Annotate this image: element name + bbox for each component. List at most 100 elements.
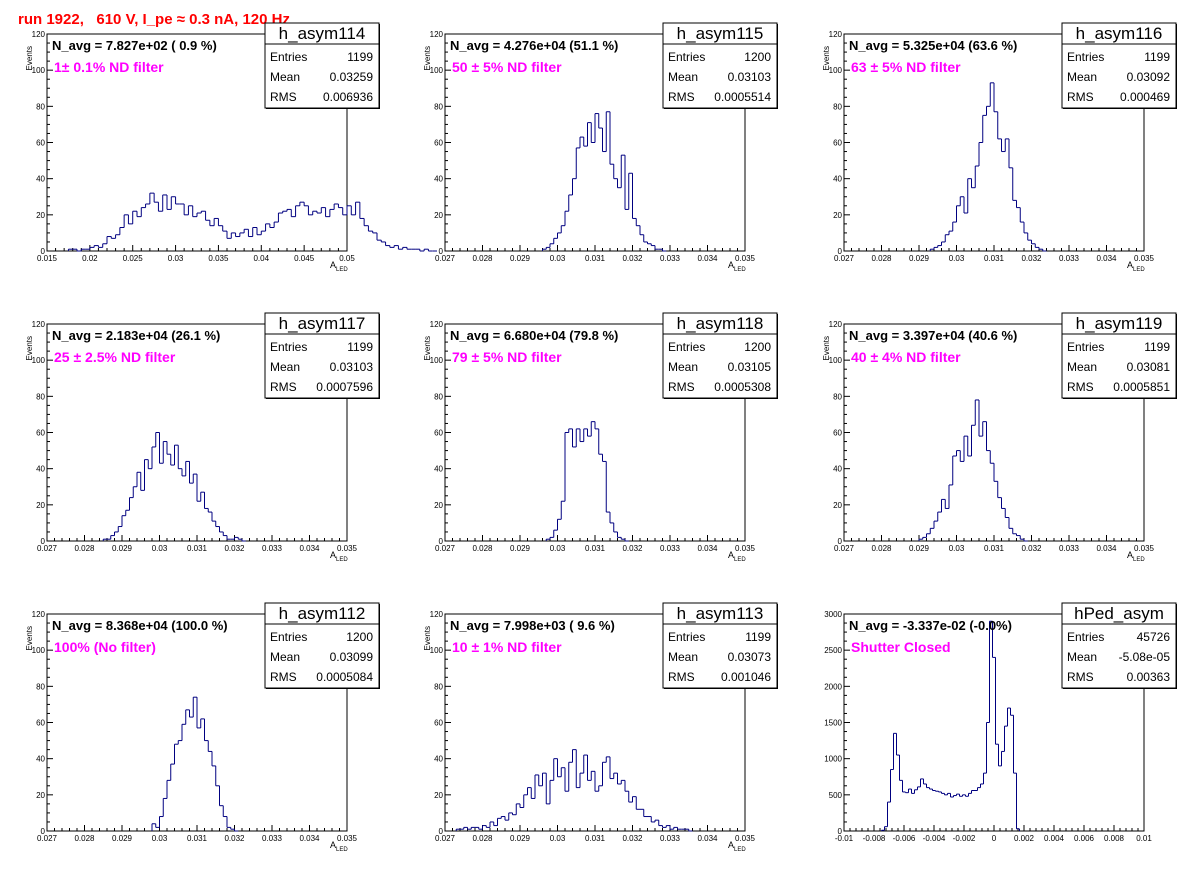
x-tick-label: 0.033 — [660, 254, 681, 263]
x-tick-label: 0.02 — [82, 254, 98, 263]
x-tick-label: 0.006 — [1074, 834, 1095, 843]
x-tick-label: 0.028 — [74, 834, 95, 843]
stats-key: Mean — [1067, 360, 1097, 374]
y-axis-label: Events — [822, 336, 831, 360]
stats-box: h_asym117 Entries 1199 Mean 0.03103 RMS 0.0007… — [264, 312, 380, 399]
stats-value: 0.03103 — [330, 360, 374, 374]
x-tick-label: 0.028 — [74, 544, 95, 553]
stats-value: 1199 — [347, 50, 373, 64]
stats-key: Entries — [1067, 50, 1104, 64]
stats-key: Entries — [668, 630, 705, 644]
filter-label: 79 ± 5% ND filter — [452, 349, 562, 365]
x-tick-label: 0.033 — [660, 834, 681, 843]
stats-key: Mean — [270, 360, 300, 374]
y-tick-label: 20 — [434, 501, 443, 510]
x-tick-label: 0.027 — [834, 544, 855, 553]
y-tick-label: 40 — [434, 175, 443, 184]
y-tick-label: 120 — [430, 320, 444, 329]
y-tick-label: 60 — [36, 719, 45, 728]
stats-value: 0.03103 — [728, 70, 772, 84]
histogram-panel-hPed_asym: -0.01 -0.008 -0.006 -0.004 -0.002 0 0.002 0.004… — [797, 580, 1195, 870]
stats-value: 0.000469 — [1120, 90, 1170, 104]
y-tick-label: 100 — [32, 646, 46, 655]
filter-label: 63 ± 5% ND filter — [851, 59, 961, 75]
stats-key: Mean — [270, 70, 300, 84]
stats-key: Entries — [1067, 340, 1104, 354]
navg-label: N_avg = 8.368e+04 (100.0 %) — [52, 618, 228, 633]
stats-value: 1199 — [1144, 50, 1170, 64]
stats-key: Entries — [270, 630, 307, 644]
x-tick-label: 0.035 — [208, 254, 229, 263]
histogram-panel-h_asym115: 0.027 0.028 0.029 0.03 0.031 0.032 0.033 0.034 0… — [398, 0, 796, 290]
x-tick-label: 0.031 — [187, 544, 208, 553]
x-tick-label: 0.029 — [510, 834, 531, 843]
y-tick-label: 80 — [36, 682, 45, 691]
stats-value: 0.0005308 — [714, 380, 771, 394]
y-tick-label: 60 — [434, 429, 443, 438]
stats-box: h_asym119 Entries 1199 Mean 0.03081 RMS 0.0005… — [1061, 312, 1177, 399]
x-tick-label: 0.035 — [735, 834, 756, 843]
y-tick-label: 100 — [32, 66, 46, 75]
x-tick-label: 0.027 — [435, 834, 456, 843]
x-tick-label: 0.01 — [1136, 834, 1152, 843]
stats-value: 1200 — [744, 50, 771, 64]
histogram-panel-h_asym116: 0.027 0.028 0.029 0.03 0.031 0.032 0.033 0.034 0… — [797, 0, 1195, 290]
x-tick-label: 0.032 — [224, 544, 245, 553]
x-tick-label: 0.029 — [909, 544, 930, 553]
histogram-series — [881, 620, 1020, 831]
y-tick-label: 2500 — [824, 646, 842, 655]
y-axis-label: Events — [423, 336, 432, 360]
stats-box: h_asym115 Entries 1200 Mean 0.03103 RMS 0.0005… — [662, 22, 778, 109]
histogram-panel-h_asym114: 0.015 0.02 0.025 0.03 0.035 0.04 0.045 0.05 0 20 4… — [0, 0, 437, 290]
navg-label: N_avg = 2.183e+04 (26.1 %) — [52, 328, 220, 343]
x-tick-label: 0.027 — [37, 544, 58, 553]
x-axis-label: ALED — [728, 550, 746, 563]
stats-key: RMS — [668, 670, 695, 684]
navg-label: N_avg = 3.397e+04 (40.6 %) — [849, 328, 1017, 343]
filter-label: Shutter Closed — [851, 639, 951, 655]
y-tick-label: 1000 — [824, 755, 842, 764]
y-tick-label: 0 — [838, 537, 843, 546]
x-tick-label: 0.03 — [550, 834, 566, 843]
x-tick-label: 0.028 — [472, 254, 493, 263]
x-tick-label: -0.006 — [893, 834, 916, 843]
stats-title: h_asym118 — [677, 314, 764, 333]
histogram-series — [151, 696, 239, 832]
stats-title: h_asym116 — [1076, 24, 1163, 43]
x-tick-label: 0.03 — [949, 254, 965, 263]
stats-key: RMS — [270, 670, 297, 684]
y-tick-label: 0 — [41, 247, 46, 256]
stats-value: 0.0007596 — [316, 380, 373, 394]
y-tick-label: 40 — [36, 465, 45, 474]
y-tick-label: 100 — [430, 66, 444, 75]
y-tick-label: 120 — [430, 610, 444, 619]
stats-value: 0.006936 — [323, 90, 373, 104]
stats-box: h_asym112 Entries 1200 Mean 0.03099 RMS 0.0005… — [264, 602, 380, 689]
histogram-panel-h_asym118: 0.027 0.028 0.029 0.03 0.031 0.032 0.033 0.034 0… — [398, 290, 796, 580]
x-tick-label: 0.029 — [112, 834, 133, 843]
x-axis-label: ALED — [330, 840, 348, 853]
stats-value: 1200 — [346, 630, 373, 644]
stats-value: 1199 — [1144, 340, 1170, 354]
histogram-svg-h_asym113: 0.027 0.028 0.029 0.03 0.031 0.032 0.033 0.034 0… — [423, 602, 778, 853]
stats-key: Entries — [668, 50, 705, 64]
histogram-panel-h_asym117: 0.027 0.028 0.029 0.03 0.031 0.032 0.033 0.034 0… — [0, 290, 398, 580]
x-tick-label: 0.032 — [1021, 544, 1042, 553]
stats-title: h_asym114 — [279, 24, 366, 43]
y-tick-label: 60 — [434, 139, 443, 148]
histogram-series — [455, 749, 693, 832]
x-tick-label: 0.035 — [735, 544, 756, 553]
y-tick-label: 0 — [41, 537, 46, 546]
filter-label: 25 ± 2.5% ND filter — [54, 349, 176, 365]
histogram-series — [67, 192, 437, 252]
y-tick-label: 40 — [833, 465, 842, 474]
stats-box: h_asym113 Entries 1199 Mean 0.03073 RMS 0.0010… — [662, 602, 778, 689]
navg-label: N_avg = 4.276e+04 (51.1 %) — [450, 38, 618, 53]
y-tick-label: 100 — [430, 646, 444, 655]
stats-title: h_asym113 — [677, 604, 764, 623]
stats-value: 1199 — [347, 340, 373, 354]
x-tick-label: 0.04 — [253, 254, 269, 263]
stats-title: h_asym115 — [677, 24, 764, 43]
y-tick-label: 3000 — [824, 610, 842, 619]
filter-label: 100% (No filter) — [54, 639, 156, 655]
